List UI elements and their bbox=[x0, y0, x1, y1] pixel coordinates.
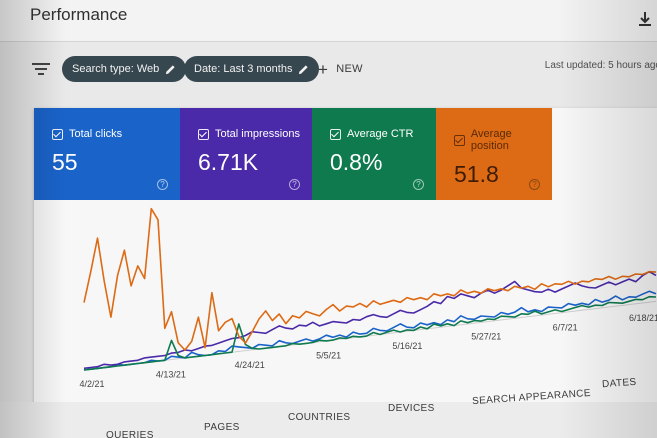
help-icon[interactable]: ? bbox=[157, 179, 168, 190]
x-tick-label: 6/7/21 bbox=[553, 322, 578, 332]
plus-icon: + bbox=[318, 59, 329, 79]
tab-pages[interactable]: PAGES bbox=[204, 422, 240, 433]
download-icon[interactable] bbox=[637, 10, 653, 28]
last-updated-text: Last updated: 5 hours ago bbox=[544, 60, 657, 71]
checkbox-icon[interactable] bbox=[198, 128, 209, 140]
tab-countries[interactable]: COUNTRIES bbox=[288, 412, 351, 423]
performance-card: Total clicks 55 ? Total impressions 6.71… bbox=[34, 108, 657, 408]
page-title: Performance bbox=[30, 5, 128, 24]
help-icon[interactable]: ? bbox=[289, 179, 300, 190]
x-tick-label: 5/5/21 bbox=[316, 351, 341, 361]
x-tick-label: 6/18/21 bbox=[629, 313, 657, 323]
pencil-icon bbox=[299, 64, 309, 74]
metric-average-ctr[interactable]: Average CTR 0.8% ? bbox=[312, 108, 436, 200]
tab-queries[interactable]: QUERIES bbox=[106, 430, 154, 438]
x-tick-label: 4/24/21 bbox=[235, 360, 265, 370]
metric-label: Total clicks bbox=[69, 128, 123, 140]
x-tick-label: 5/16/21 bbox=[392, 341, 422, 351]
date-chip[interactable]: Date: Last 3 months bbox=[184, 56, 320, 82]
metric-label: Average position bbox=[470, 128, 512, 152]
metric-value: 51.8 bbox=[454, 161, 499, 187]
new-label: NEW bbox=[336, 63, 363, 75]
filter-bar: Search type: Web Date: Last 3 months + N… bbox=[0, 42, 657, 98]
top-bar: Performance bbox=[0, 0, 657, 42]
metric-average-position[interactable]: Average position 51.8 ? bbox=[436, 108, 552, 200]
tab-devices[interactable]: DEVICES bbox=[388, 403, 435, 414]
dimension-tabs: QUERIES PAGES COUNTRIES DEVICES bbox=[0, 402, 657, 438]
series-line-2 bbox=[83, 295, 657, 371]
metric-total-impressions[interactable]: Total impressions 6.71K ? bbox=[180, 108, 312, 200]
chart-baseline bbox=[83, 300, 657, 371]
help-icon[interactable]: ? bbox=[529, 179, 540, 190]
checkbox-icon[interactable] bbox=[454, 134, 465, 146]
checkbox-icon[interactable] bbox=[52, 128, 63, 140]
search-type-chip[interactable]: Search type: Web bbox=[62, 56, 187, 82]
metric-label: Average CTR bbox=[347, 128, 414, 140]
metric-total-clicks[interactable]: Total clicks 55 ? bbox=[34, 108, 180, 200]
x-tick-label: 4/2/21 bbox=[79, 379, 104, 389]
metric-value: 6.71K bbox=[198, 149, 259, 175]
new-filter-button[interactable]: + NEW bbox=[318, 60, 363, 78]
pencil-icon bbox=[166, 64, 175, 74]
metric-value: 0.8% bbox=[330, 149, 383, 175]
x-tick-label: 4/13/21 bbox=[156, 370, 186, 380]
series-line-3 bbox=[83, 207, 657, 351]
checkbox-icon[interactable] bbox=[330, 128, 341, 140]
date-label: Date: Last 3 months bbox=[194, 63, 293, 75]
metric-value: 55 bbox=[52, 149, 78, 175]
series-line-0 bbox=[83, 290, 657, 371]
search-type-label: Search type: Web bbox=[72, 63, 160, 75]
filter-icon[interactable] bbox=[32, 62, 50, 76]
performance-chart: 4/2/21 4/13/21 4/24/21 5/5/21 5/16/21 5/27/21… bbox=[79, 207, 657, 389]
series-line-1 bbox=[83, 270, 657, 370]
x-tick-label: 5/27/21 bbox=[471, 332, 501, 342]
help-icon[interactable]: ? bbox=[413, 179, 424, 190]
metric-label: Total impressions bbox=[215, 128, 300, 140]
